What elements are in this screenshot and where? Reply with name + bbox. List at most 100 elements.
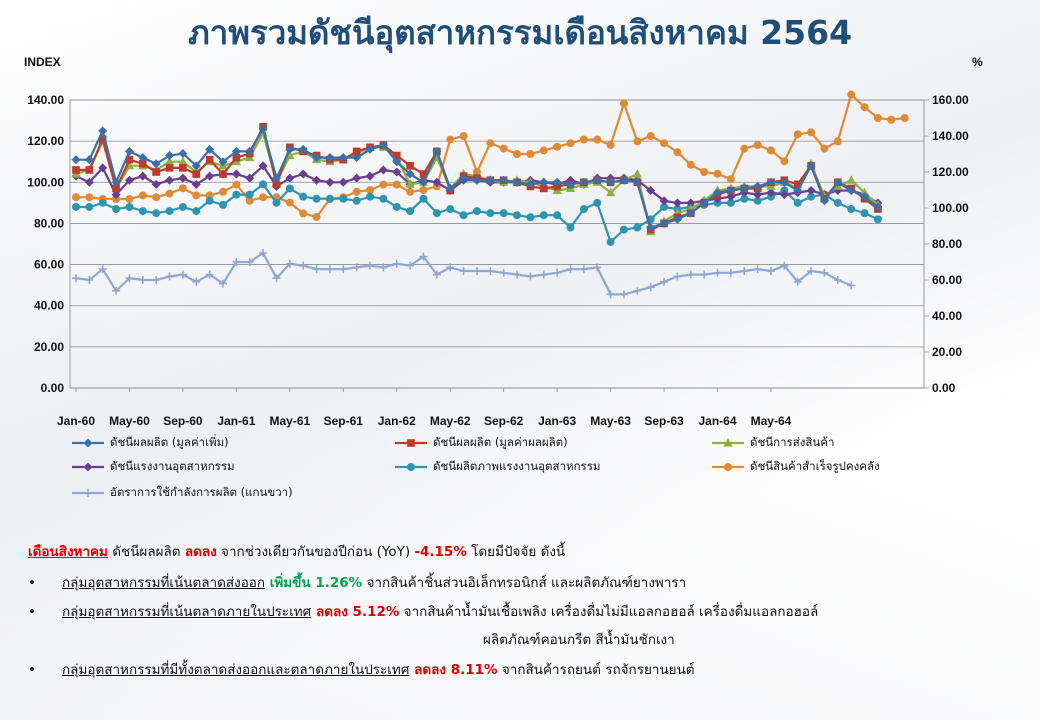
series-3-point	[258, 161, 268, 171]
series-5-point	[299, 209, 308, 218]
series-4-point	[285, 184, 294, 193]
series-3-point	[165, 175, 175, 185]
series-3-point	[352, 173, 362, 183]
legend-point	[83, 438, 93, 448]
series-0-point	[672, 214, 682, 224]
series-6-point	[833, 276, 842, 284]
series-5-point	[513, 150, 522, 158]
series-4-point	[272, 198, 281, 207]
right-tick-label: 0.00	[932, 381, 956, 395]
x-tick-label: May-64	[751, 414, 792, 428]
series-4-point	[352, 196, 361, 205]
series-4-point	[793, 198, 802, 207]
mixed-group-label: กลุ่มอุตสาหกรรมที่มีทั้งตลาดส่งออกและตลา…	[62, 662, 410, 678]
series-4-point	[593, 198, 602, 207]
export-group-change: เพิ่มขึ้น 1.26%	[265, 575, 363, 591]
series-0-point	[258, 124, 268, 134]
series-5-point	[178, 184, 187, 193]
series-5-point	[85, 193, 94, 202]
series-3-point	[392, 167, 402, 177]
legend-item: อัตราการใช้กำลังการผลิต (แกนขวา)	[70, 484, 293, 502]
summary-text-a: ดัชนีผลผลิต	[107, 544, 185, 560]
series-5-point	[700, 168, 709, 176]
series-6-point	[325, 265, 334, 274]
series-1-point	[219, 170, 227, 178]
series-4-point	[379, 194, 388, 203]
series-5-point	[713, 169, 722, 178]
summary-line-2: • กลุ่มอุตสาหกรรมที่เน้นตลาดส่งออก เพิ่มข…	[28, 571, 686, 593]
series-0-point	[499, 175, 509, 185]
series-0-point	[285, 144, 295, 154]
left-tick-label: 140.00	[27, 93, 64, 107]
series-1-point	[392, 151, 401, 160]
series-1-point	[539, 184, 548, 193]
series-6-point	[686, 270, 695, 279]
series-6-point	[406, 261, 415, 270]
series-5-point	[259, 193, 268, 202]
series-6-point	[646, 283, 655, 292]
series-3-point	[686, 198, 696, 208]
series-6-point	[753, 265, 762, 274]
legend-point	[723, 438, 733, 447]
domestic-group-label: กลุ่มอุตสาหกรรมที่เน้นตลาดภายในประเทศ	[62, 604, 312, 620]
series-6-point	[780, 261, 789, 270]
series-4-point	[98, 198, 107, 207]
series-4-point	[85, 202, 94, 211]
series-5-point	[820, 144, 829, 153]
series-4-point	[753, 196, 762, 205]
series-5-point	[766, 146, 775, 155]
series-3-point	[245, 173, 255, 183]
series-6-point	[499, 268, 508, 277]
series-3-point	[766, 188, 776, 198]
series-0-point	[191, 161, 201, 171]
series-4-point	[392, 202, 401, 211]
series-6	[72, 249, 856, 299]
legend-point	[407, 439, 415, 447]
series-0-point	[606, 177, 616, 187]
x-tick-label: Jan-61	[217, 414, 255, 428]
series-3-point	[806, 186, 816, 196]
series-2-point	[606, 187, 616, 197]
domestic-group-change: ลดลง 5.12%	[311, 604, 400, 620]
series-6-point	[619, 290, 628, 299]
series-6-point	[312, 265, 321, 274]
left-tick-label: 20.00	[34, 340, 64, 354]
x-tick-label: Jan-63	[538, 414, 576, 428]
series-5-point	[526, 150, 535, 158]
series-4-point	[566, 223, 575, 232]
right-tick-label: 40.00	[932, 309, 962, 323]
domestic-group-reason: จากสินค้าน้ำมันเชื้อเพลิง เครื่องดื่มไม่…	[399, 604, 819, 620]
chart-axes: 0.00 20.00 40.00 60.00 80.00 100.00 120.00 140.…	[27, 93, 969, 428]
series-0-point	[846, 186, 856, 196]
summary-line-1: เดือนสิงหาคม ดัชนีผลผลิต ลดลง จากช่วงเดี…	[28, 540, 565, 562]
series-4-point	[112, 205, 121, 214]
series-6-point	[472, 267, 481, 275]
series-6-point	[205, 270, 214, 279]
series-line	[76, 92, 905, 219]
page-title: ภาพรวมดัชนีอุตสาหกรรมเดือนสิงหาคม 2564	[187, 13, 853, 52]
series-4-point	[178, 202, 187, 211]
series-6-point	[553, 268, 562, 277]
series-6-point	[660, 277, 669, 286]
series-4-point	[138, 207, 147, 216]
series-0-point	[392, 157, 402, 167]
series-0-point	[686, 208, 696, 218]
series-4-point	[873, 215, 882, 224]
series-4-point	[232, 190, 241, 199]
series-4-point	[219, 200, 228, 209]
legend-item: ดัชนีผลิตภาพแรงงานอุตสาหกรรม	[393, 458, 600, 476]
series-2-point	[846, 175, 856, 184]
series-6-point	[379, 263, 388, 272]
series-4-point	[446, 205, 455, 214]
series-4-point	[125, 202, 134, 211]
legend-point	[407, 463, 415, 471]
series-4-point	[259, 180, 268, 189]
series-4-point	[486, 209, 495, 218]
summary-line-4: • กลุ่มอุตสาหกรรมที่มีทั้งตลาดส่งออกและตล…	[28, 658, 695, 680]
series-4-point	[513, 211, 522, 220]
series-3-point	[124, 175, 134, 185]
legend-swatch	[395, 439, 427, 447]
series-0-point	[298, 144, 308, 154]
series-0-point	[552, 177, 562, 187]
series-6-point	[726, 268, 735, 277]
